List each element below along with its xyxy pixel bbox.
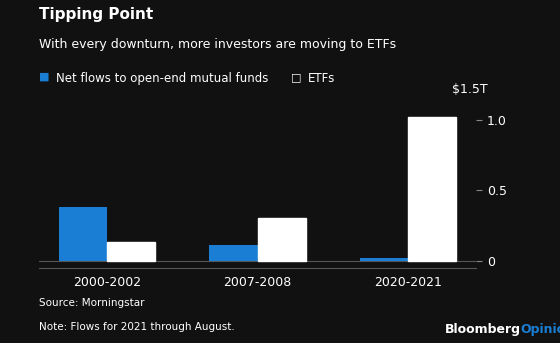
Text: ■: ■ [39,72,50,82]
Text: Tipping Point: Tipping Point [39,7,153,22]
Text: Net flows to open-end mutual funds: Net flows to open-end mutual funds [56,72,268,85]
Text: Bloomberg: Bloomberg [445,323,521,336]
Text: Source: Morningstar: Source: Morningstar [39,298,144,308]
Bar [59,207,107,260]
Text: □: □ [291,72,302,82]
Bar [360,258,408,260]
Bar [408,117,456,260]
Bar [258,218,306,260]
Text: ETFs: ETFs [308,72,335,85]
Text: Opinion: Opinion [521,323,560,336]
Text: $1.5T: $1.5T [451,83,487,96]
Bar [209,245,258,260]
Text: With every downturn, more investors are moving to ETFs: With every downturn, more investors are … [39,38,396,51]
Bar [107,242,155,260]
Text: Note: Flows for 2021 through August.: Note: Flows for 2021 through August. [39,322,235,332]
